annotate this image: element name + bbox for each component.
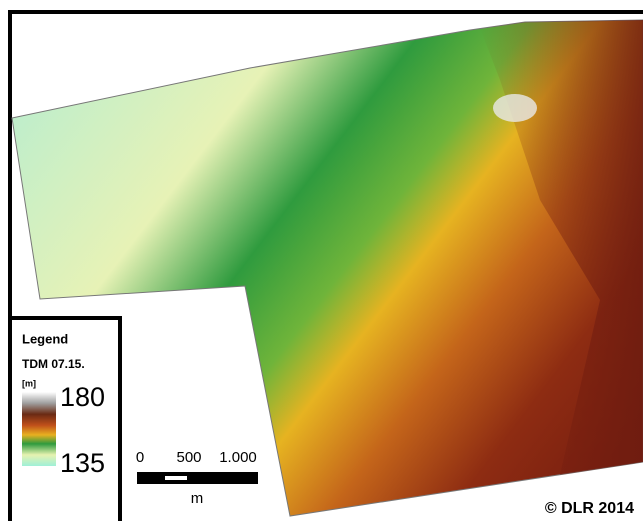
- scale-unit: m: [191, 490, 204, 507]
- legend-colorbar: [22, 392, 56, 466]
- scale-tick-label: 500: [176, 449, 201, 466]
- map: Legend TDM 07.15. [m] 180 135 m © DLR 20…: [0, 0, 643, 521]
- scale-tick-label: 0: [136, 449, 144, 466]
- elevation-peak: [493, 94, 537, 122]
- legend-title: Legend: [22, 331, 68, 346]
- scale-tick-label: 1.000: [219, 449, 257, 466]
- legend-unit: [m]: [22, 378, 36, 388]
- legend-subtitle: TDM 07.15.: [22, 357, 85, 371]
- copyright: © DLR 2014: [545, 500, 634, 517]
- legend-min: 135: [60, 448, 105, 478]
- scale-bar: [137, 472, 258, 484]
- scale-bar-segment: [165, 476, 187, 480]
- legend-max: 180: [60, 382, 105, 412]
